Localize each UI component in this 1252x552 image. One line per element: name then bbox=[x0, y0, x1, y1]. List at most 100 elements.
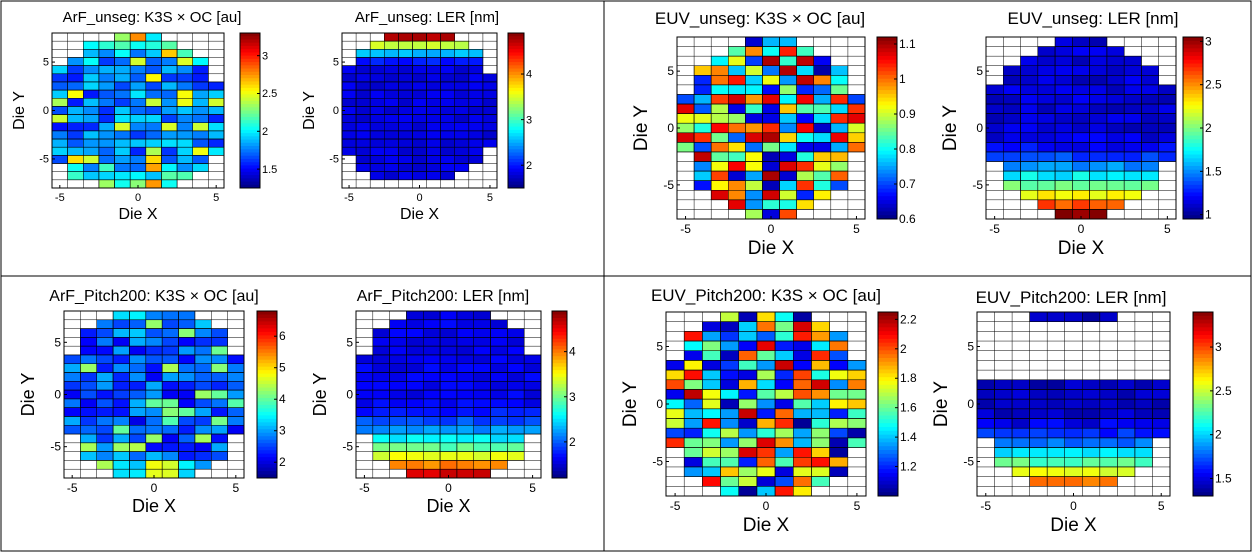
heatmap-cell bbox=[1089, 161, 1108, 172]
colorbar-swatch bbox=[877, 52, 897, 57]
heatmap-cell bbox=[793, 389, 812, 400]
heatmap-cell bbox=[176, 57, 193, 66]
colorbar-tick-label: 1.2 bbox=[900, 460, 917, 474]
colorbar-swatch bbox=[240, 149, 260, 153]
heatmap-cell bbox=[456, 407, 474, 417]
heatmap-cell bbox=[728, 75, 746, 86]
heatmap-cell bbox=[796, 161, 814, 172]
heatmap-cell bbox=[779, 122, 797, 134]
heatmap-cell bbox=[756, 457, 776, 468]
heatmap-cell bbox=[176, 163, 193, 172]
heatmap-cell bbox=[793, 437, 812, 448]
colorbar-swatch bbox=[1183, 52, 1203, 57]
colorbar-swatch bbox=[257, 474, 277, 479]
colorbar-swatch bbox=[552, 425, 567, 430]
heatmap-cell bbox=[762, 170, 780, 181]
heatmap-cell bbox=[80, 407, 97, 417]
heatmap-cell bbox=[112, 337, 130, 347]
colorbar-swatch bbox=[877, 74, 897, 80]
heatmap-cell bbox=[1089, 84, 1108, 95]
heatmap-cell bbox=[1054, 55, 1073, 66]
heatmap-cell bbox=[96, 345, 114, 356]
colorbar-swatch bbox=[257, 345, 277, 350]
heatmap-cell bbox=[161, 442, 179, 452]
y-tick-label: -5 bbox=[50, 440, 61, 454]
heatmap-cell bbox=[423, 407, 441, 417]
heatmap-cell bbox=[1020, 180, 1039, 191]
heatmap-cell bbox=[1152, 398, 1171, 410]
heatmap-cell bbox=[114, 179, 131, 189]
heatmap-cell bbox=[1158, 122, 1177, 134]
colorbar-swatch bbox=[240, 74, 260, 79]
heatmap-cell bbox=[1072, 65, 1090, 76]
heatmap-cell bbox=[1123, 142, 1142, 153]
heatmap-cell bbox=[439, 337, 458, 347]
heatmap-cell bbox=[1020, 55, 1039, 66]
heatmap-cell bbox=[1072, 161, 1090, 172]
heatmap-cell bbox=[369, 171, 385, 181]
heatmap-cell bbox=[523, 363, 542, 373]
heatmap-cell bbox=[440, 106, 455, 115]
heatmap-cell bbox=[1072, 122, 1090, 134]
heatmap-cell bbox=[793, 466, 812, 477]
heatmap-cell bbox=[1011, 408, 1030, 419]
colorbar-swatch bbox=[240, 58, 260, 63]
x-tick-label: -5 bbox=[67, 481, 78, 495]
heatmap-cell bbox=[490, 381, 508, 391]
colorbar-tick-label: 3 bbox=[279, 424, 286, 438]
heatmap-cell bbox=[145, 433, 163, 444]
colorbar-swatch bbox=[878, 388, 898, 393]
heatmap-cell bbox=[665, 379, 685, 390]
heatmap-cell bbox=[710, 190, 729, 201]
heatmap-cell bbox=[774, 408, 794, 419]
heatmap-cell bbox=[676, 103, 695, 114]
heatmap-cell bbox=[161, 319, 179, 329]
colorbar-swatch bbox=[1193, 469, 1213, 474]
heatmap-cell bbox=[112, 433, 130, 444]
heatmap-cell bbox=[67, 122, 84, 132]
heatmap-cell bbox=[676, 94, 695, 105]
colorbar-swatch bbox=[878, 338, 898, 344]
heatmap-cell bbox=[145, 130, 162, 140]
y-axis-label: Die Y bbox=[18, 373, 38, 417]
heatmap-cell bbox=[1011, 466, 1030, 477]
heatmap-cell bbox=[756, 340, 776, 351]
heatmap-cell bbox=[720, 340, 739, 351]
heatmap-cells bbox=[985, 36, 1177, 220]
heatmap-cell bbox=[454, 163, 470, 172]
colorbar-swatch bbox=[1183, 192, 1203, 197]
heatmap-cell bbox=[847, 94, 866, 105]
colorbar-swatch bbox=[240, 100, 260, 105]
heatmap-cell bbox=[693, 113, 712, 124]
heatmap-cell bbox=[994, 427, 1013, 439]
heatmap-cell bbox=[372, 433, 390, 444]
colorbar-swatch bbox=[878, 411, 898, 416]
heatmap-cell bbox=[454, 114, 470, 123]
heatmap-cell bbox=[702, 437, 721, 448]
heatmap-cell bbox=[847, 103, 866, 114]
colorbar-swatch bbox=[240, 55, 260, 60]
heatmap-cell bbox=[456, 363, 474, 373]
heatmap-cell bbox=[83, 146, 100, 156]
colorbar-swatch bbox=[240, 152, 260, 157]
heatmap-cell bbox=[1117, 408, 1136, 419]
heatmap-cell bbox=[728, 132, 746, 143]
heatmap-cell bbox=[412, 122, 427, 132]
heatmap-cell bbox=[1152, 408, 1171, 419]
heatmap-cell bbox=[98, 138, 115, 148]
heatmap-cell bbox=[728, 55, 746, 66]
heatmap-cell bbox=[829, 360, 849, 371]
heatmap-cell bbox=[1099, 447, 1118, 458]
heatmap-cell bbox=[369, 138, 385, 148]
x-axis-label: Die X bbox=[132, 496, 176, 516]
heatmap-cell bbox=[412, 40, 427, 50]
heatmap-cell bbox=[728, 103, 746, 114]
heatmap-cell bbox=[384, 49, 399, 58]
heatmap-cell bbox=[473, 354, 491, 364]
heatmap-cell bbox=[454, 57, 470, 66]
y-tick-label: 5 bbox=[54, 335, 61, 349]
colorbar-swatch bbox=[240, 71, 260, 76]
x-axis-label: Die X bbox=[743, 515, 790, 536]
colorbar-swatch bbox=[877, 200, 897, 205]
